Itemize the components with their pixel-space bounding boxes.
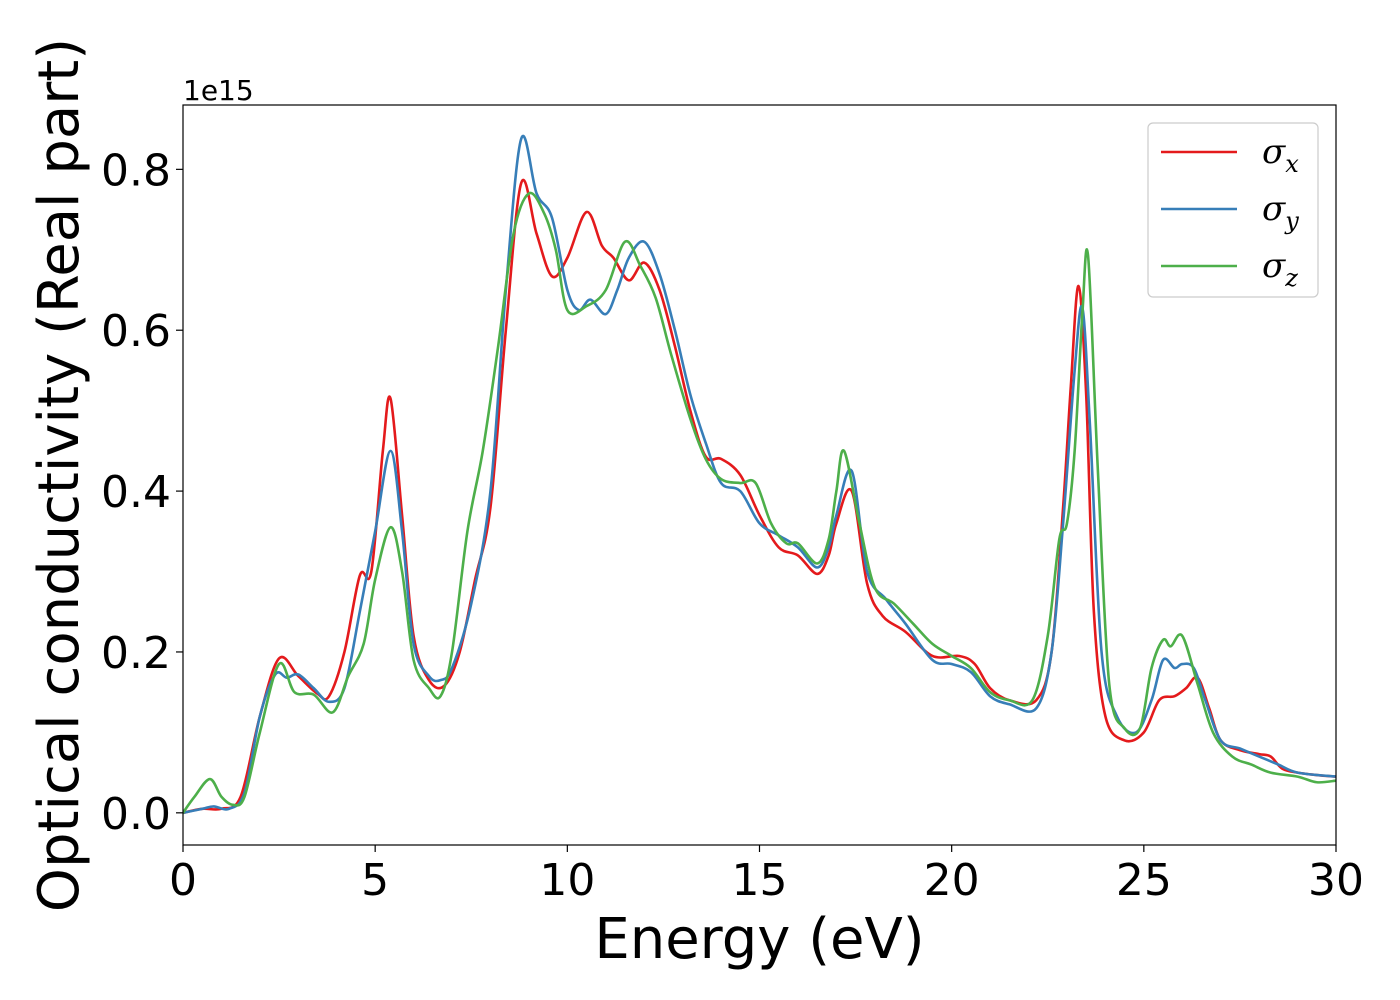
y-axis-title: Optical conductivity (Real part) [27, 38, 92, 912]
x-tick-label: 25 [1116, 855, 1172, 906]
legend-subscript: x [1285, 150, 1299, 178]
legend-label-sigma-x: σx [1262, 132, 1299, 178]
y-tick-label: 0.4 [101, 467, 171, 518]
y-tick-label: 0.0 [101, 789, 171, 840]
x-tick-label: 5 [361, 855, 389, 906]
legend-label-sigma-y: σy [1262, 189, 1299, 235]
legend-subscript: z [1284, 264, 1298, 292]
y-tick-label: 0.8 [101, 145, 171, 196]
x-axis-title: Energy (eV) [594, 907, 924, 972]
x-tick-label: 15 [732, 855, 788, 906]
x-tick-label: 30 [1308, 855, 1364, 906]
series-layer [183, 134, 1336, 815]
y-tick-label: 0.2 [101, 628, 171, 679]
x-tick-label: 10 [539, 855, 595, 906]
x-tick-label: 0 [169, 855, 197, 906]
y-axis-offset-label: 1e15 [183, 74, 254, 107]
legend-subscript: y [1284, 207, 1299, 235]
legend-symbol: σ [1262, 246, 1286, 286]
legend-symbol: σ [1262, 132, 1286, 172]
legend-symbol: σ [1262, 189, 1286, 229]
x-axis: 0 5 10 15 20 25 30 [169, 845, 1364, 906]
y-tick-label: 0.6 [101, 306, 171, 357]
x-tick-label: 20 [924, 855, 980, 906]
series-line-sigma-z [183, 191, 1336, 815]
y-axis: 0.0 0.2 0.4 0.6 0.8 [101, 145, 183, 840]
series-line-sigma-x [183, 178, 1336, 815]
legend-label-sigma-z: σz [1262, 246, 1298, 292]
